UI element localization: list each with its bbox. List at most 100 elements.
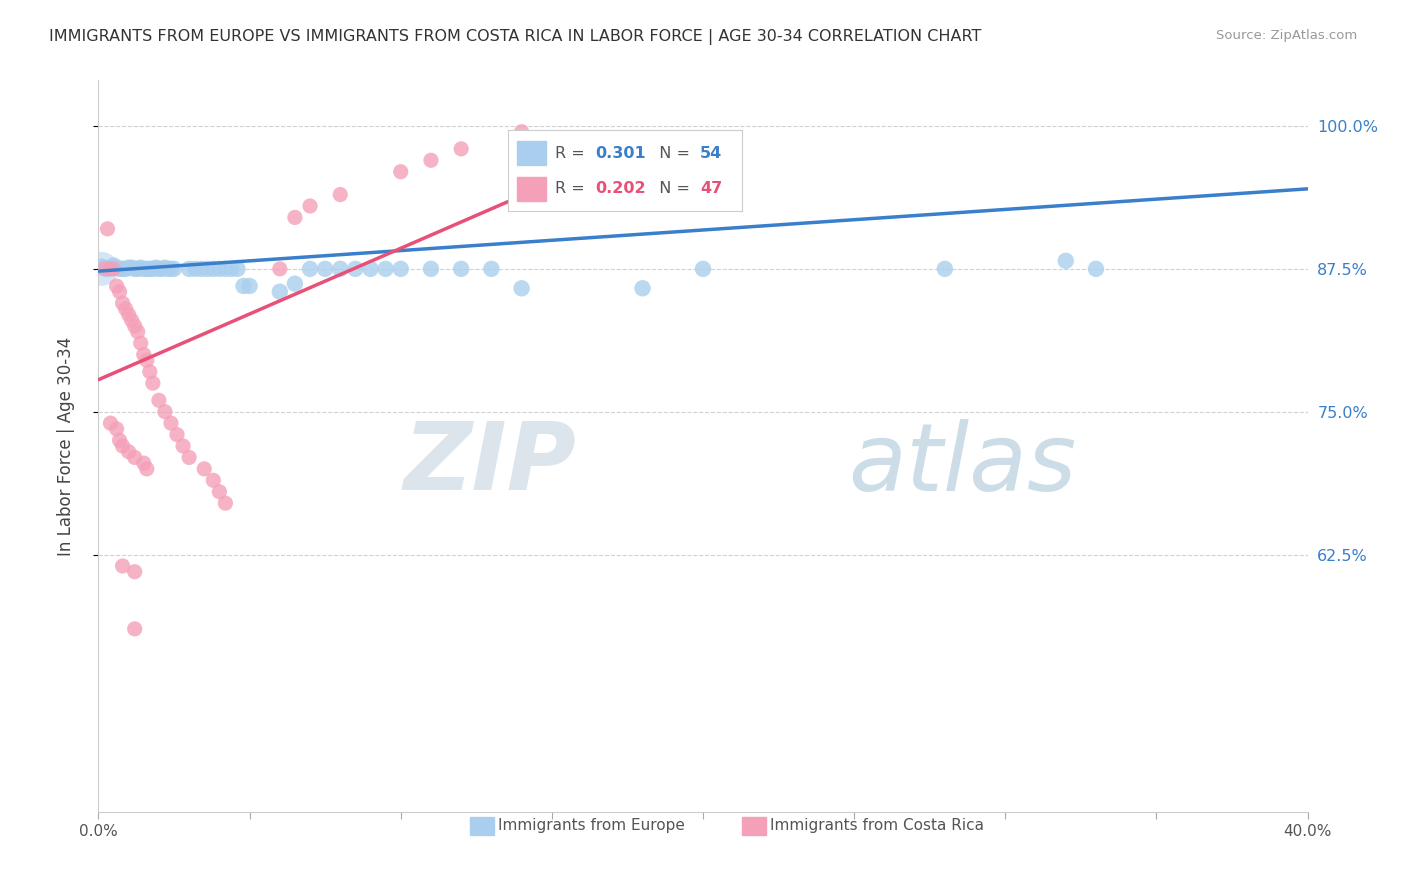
Point bbox=[160, 261, 183, 276]
Point bbox=[132, 261, 155, 276]
Point bbox=[148, 393, 170, 408]
Point bbox=[202, 473, 225, 487]
Point bbox=[93, 261, 115, 276]
Text: R =: R = bbox=[555, 181, 591, 196]
Point bbox=[118, 308, 141, 322]
Point bbox=[284, 211, 307, 225]
Point bbox=[269, 285, 291, 299]
Text: Immigrants from Costa Rica: Immigrants from Costa Rica bbox=[770, 819, 984, 833]
Point bbox=[127, 261, 149, 276]
Point bbox=[90, 261, 112, 276]
Point bbox=[160, 416, 183, 430]
Point bbox=[100, 261, 122, 276]
Point bbox=[163, 261, 186, 276]
Point bbox=[129, 336, 152, 351]
Point bbox=[202, 261, 225, 276]
Point bbox=[114, 261, 136, 276]
Point bbox=[214, 496, 236, 510]
Point bbox=[139, 365, 162, 379]
Point bbox=[1054, 253, 1077, 268]
Point bbox=[193, 462, 215, 476]
Point bbox=[239, 279, 262, 293]
Point bbox=[284, 277, 307, 291]
Text: 47: 47 bbox=[700, 181, 723, 196]
Point bbox=[208, 261, 231, 276]
Point bbox=[145, 260, 167, 275]
Text: 54: 54 bbox=[700, 145, 723, 161]
Point bbox=[111, 559, 134, 574]
Point bbox=[132, 347, 155, 362]
Point bbox=[166, 427, 188, 442]
Point bbox=[450, 142, 472, 156]
Point bbox=[135, 462, 157, 476]
Point bbox=[179, 261, 201, 276]
Point bbox=[389, 261, 412, 276]
Point bbox=[314, 261, 336, 276]
Point bbox=[299, 261, 322, 276]
Point bbox=[142, 376, 165, 391]
Point bbox=[96, 261, 118, 276]
Point bbox=[114, 301, 136, 316]
Point bbox=[105, 279, 128, 293]
Point bbox=[184, 261, 207, 276]
Text: Immigrants from Europe: Immigrants from Europe bbox=[498, 819, 685, 833]
Text: N =: N = bbox=[648, 181, 695, 196]
Point bbox=[105, 260, 128, 275]
Point bbox=[124, 318, 146, 333]
Point bbox=[329, 261, 352, 276]
Point bbox=[127, 325, 149, 339]
Text: N =: N = bbox=[648, 145, 695, 161]
Point bbox=[124, 261, 146, 276]
Point bbox=[420, 153, 443, 168]
Point bbox=[96, 222, 118, 236]
Point bbox=[450, 261, 472, 276]
Text: Source: ZipAtlas.com: Source: ZipAtlas.com bbox=[1216, 29, 1357, 42]
Point bbox=[179, 450, 201, 465]
Point bbox=[135, 261, 157, 276]
Point bbox=[90, 260, 112, 274]
Point bbox=[631, 281, 654, 295]
Point bbox=[135, 353, 157, 368]
Point bbox=[124, 450, 146, 465]
Point bbox=[344, 261, 367, 276]
Text: R =: R = bbox=[555, 145, 591, 161]
Point bbox=[121, 313, 143, 327]
Point bbox=[360, 261, 382, 276]
Point bbox=[148, 261, 170, 276]
Point bbox=[124, 565, 146, 579]
Point bbox=[153, 260, 176, 275]
Point bbox=[172, 439, 194, 453]
Bar bbox=[517, 177, 546, 201]
Bar bbox=[517, 141, 546, 165]
Point bbox=[121, 260, 143, 275]
Point bbox=[934, 261, 956, 276]
Point bbox=[692, 261, 714, 276]
Point bbox=[150, 261, 173, 276]
Text: IMMIGRANTS FROM EUROPE VS IMMIGRANTS FROM COSTA RICA IN LABOR FORCE | AGE 30-34 : IMMIGRANTS FROM EUROPE VS IMMIGRANTS FRO… bbox=[49, 29, 981, 45]
Point bbox=[195, 261, 218, 276]
Point bbox=[1085, 261, 1108, 276]
Point bbox=[108, 434, 131, 448]
Point bbox=[190, 261, 212, 276]
Point bbox=[232, 279, 254, 293]
Point bbox=[420, 261, 443, 276]
Point bbox=[299, 199, 322, 213]
Point bbox=[100, 416, 122, 430]
Point bbox=[389, 165, 412, 179]
Point bbox=[124, 622, 146, 636]
Point bbox=[100, 260, 122, 275]
Point bbox=[108, 261, 131, 276]
Point bbox=[111, 296, 134, 310]
Point bbox=[132, 456, 155, 470]
Point bbox=[214, 261, 236, 276]
Point bbox=[156, 261, 179, 276]
Point bbox=[269, 261, 291, 276]
Point bbox=[481, 261, 503, 276]
Point bbox=[208, 484, 231, 499]
Point bbox=[129, 260, 152, 275]
Point bbox=[111, 439, 134, 453]
Point bbox=[103, 259, 125, 273]
Point bbox=[329, 187, 352, 202]
Point bbox=[510, 281, 533, 295]
Point bbox=[153, 405, 176, 419]
